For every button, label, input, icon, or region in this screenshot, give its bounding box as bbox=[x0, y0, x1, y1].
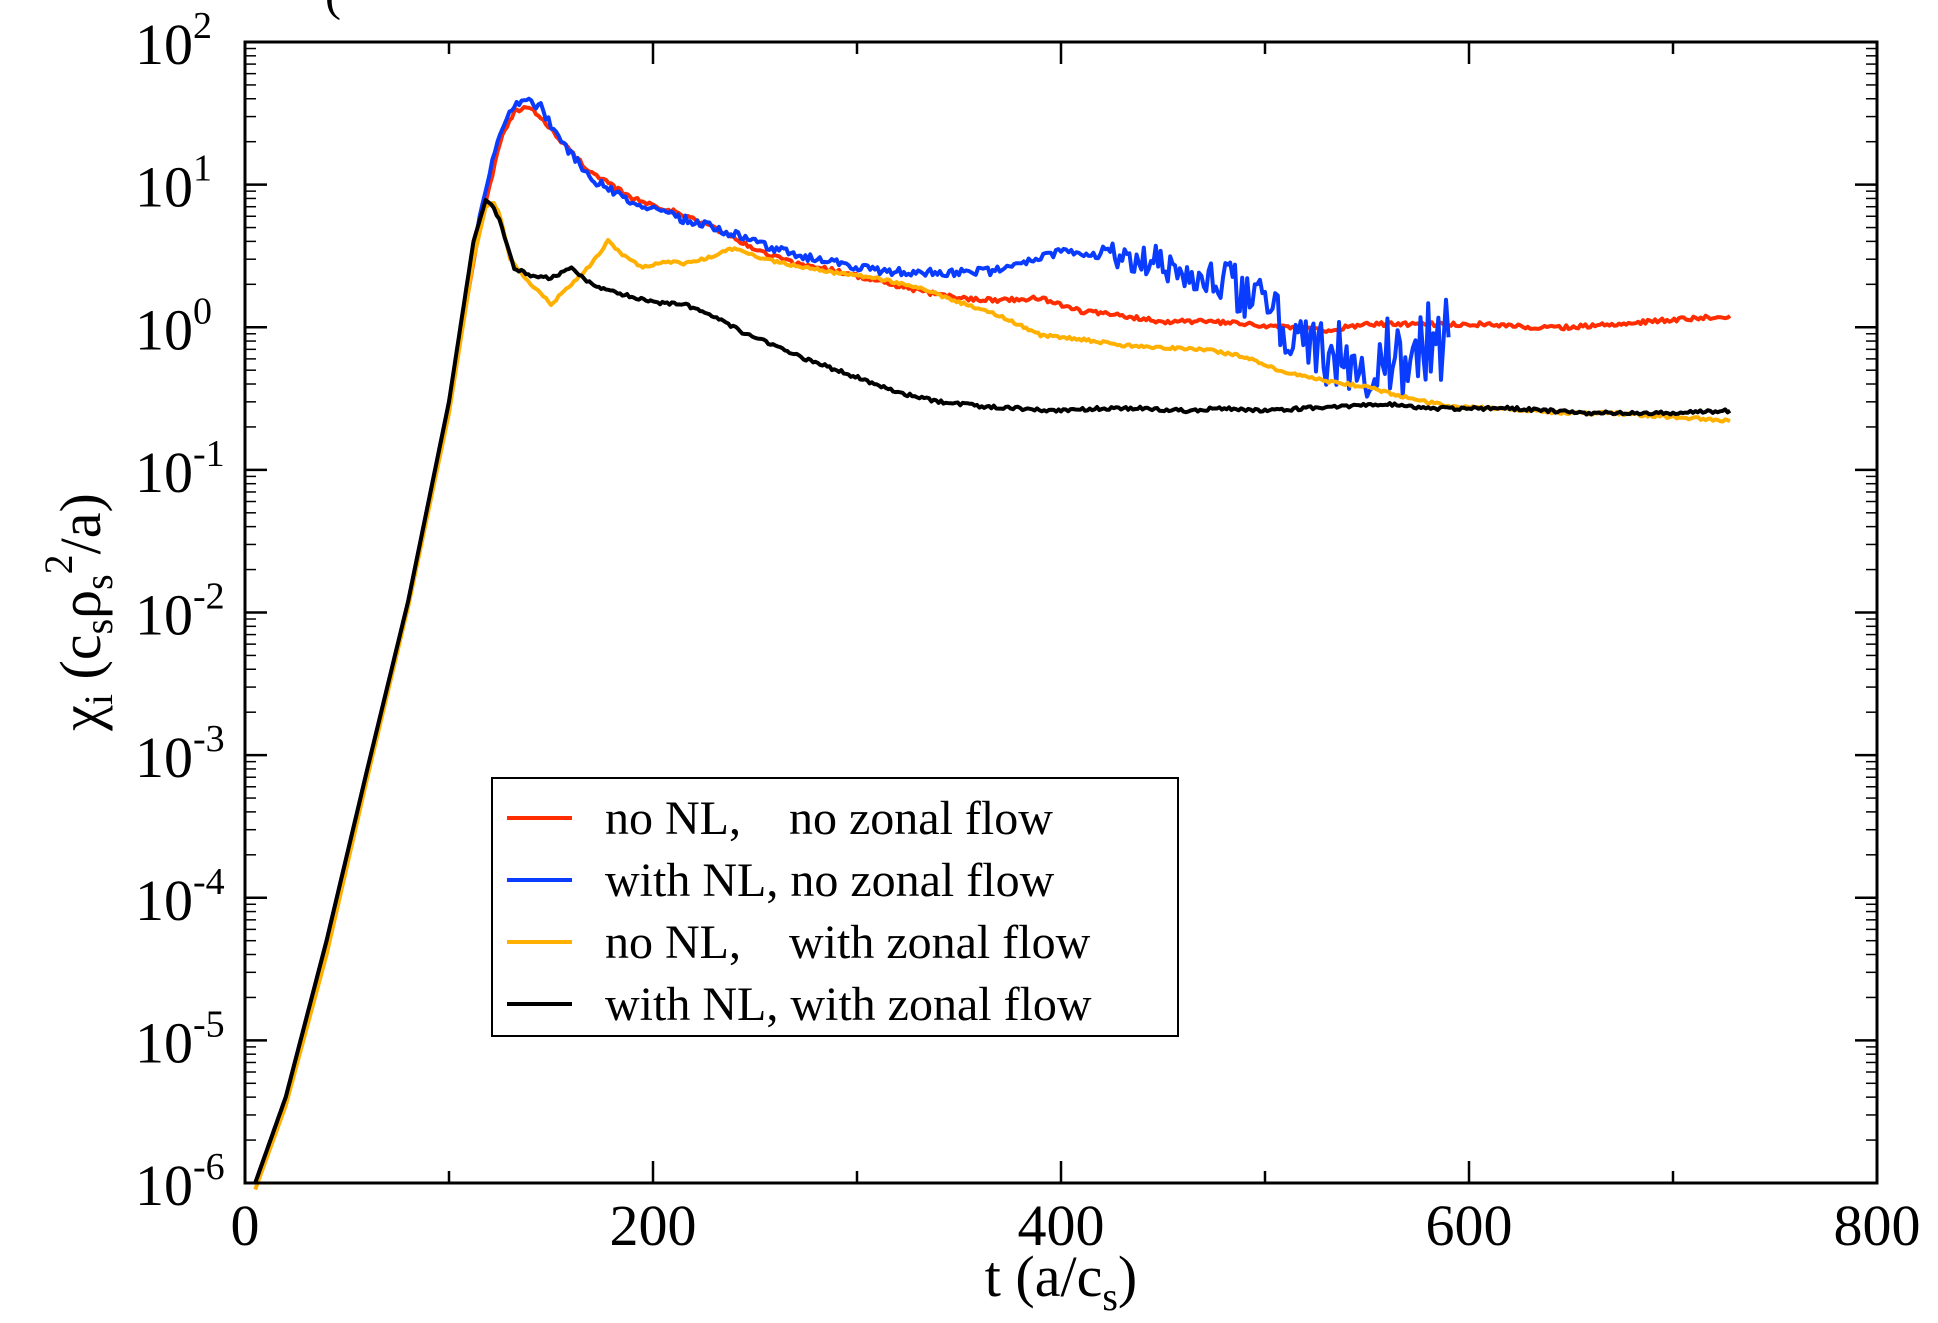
y-tick-label: 10-2 bbox=[135, 576, 225, 648]
y-axis-rho-sub: s bbox=[76, 574, 121, 590]
y-tick-base: 10 bbox=[135, 583, 193, 648]
y-tick-label: 10-3 bbox=[135, 718, 225, 790]
y-tick-exponent: -1 bbox=[193, 433, 225, 475]
y-axis-rho: ρ bbox=[48, 590, 113, 619]
x-tick-label: 200 bbox=[610, 1193, 697, 1258]
x-tick-label: 800 bbox=[1834, 1193, 1921, 1258]
legend: no NL, no zonal flow with NL, no zonal fl… bbox=[491, 777, 1179, 1037]
y-tick-base: 10 bbox=[135, 155, 193, 220]
x-tick-labels: 0 200 400 600 800 bbox=[231, 1193, 1921, 1258]
legend-label: with NL, no zonal flow bbox=[605, 854, 1055, 907]
y-tick-exponent: -3 bbox=[193, 718, 225, 760]
y-tick-exponent: -6 bbox=[193, 1146, 225, 1188]
y-axis-cs-sub: s bbox=[76, 619, 121, 635]
plot-frame bbox=[243, 40, 1879, 1185]
y-tick-base: 10 bbox=[135, 725, 193, 790]
chart-title-text: ( bbox=[325, 0, 341, 21]
y-axis-tail: /a) bbox=[48, 493, 113, 554]
y-tick-base: 10 bbox=[135, 1153, 193, 1218]
y-axis-chi-sub: i bbox=[76, 694, 121, 705]
series-line bbox=[253, 198, 1732, 1184]
tick-layer bbox=[243, 40, 1879, 1185]
y-tick-exponent: -2 bbox=[193, 576, 225, 618]
legend-items: no NL, no zonal flow with NL, no zonal fl… bbox=[507, 792, 1092, 1031]
y-axis-sup: 2 bbox=[36, 554, 81, 574]
legend-label: with NL, with zonal flow bbox=[605, 978, 1092, 1031]
y-tick-base: 10 bbox=[135, 440, 193, 505]
chart-title: ( bbox=[325, 0, 341, 21]
x-tick-label: 600 bbox=[1426, 1193, 1513, 1258]
x-axis-title-sub: s bbox=[1102, 1274, 1118, 1319]
y-tick-label: 10-6 bbox=[135, 1146, 225, 1218]
y-tick-exponent: 2 bbox=[193, 5, 212, 47]
y-tick-label: 102 bbox=[135, 5, 212, 77]
series-layer bbox=[253, 96, 1732, 1191]
x-tick-label: 0 bbox=[231, 1193, 260, 1258]
y-tick-exponent: 0 bbox=[193, 290, 212, 332]
legend-label: no NL, no zonal flow bbox=[605, 792, 1053, 845]
y-tick-exponent: -5 bbox=[193, 1003, 225, 1045]
y-tick-base: 10 bbox=[135, 12, 193, 77]
y-tick-label: 10-1 bbox=[135, 433, 225, 505]
y-tick-base: 10 bbox=[135, 297, 193, 362]
y-tick-label: 100 bbox=[135, 290, 212, 362]
legend-box bbox=[491, 777, 1179, 1037]
y-tick-base: 10 bbox=[135, 868, 193, 933]
x-tick-label: 400 bbox=[1018, 1193, 1105, 1258]
y-tick-base: 10 bbox=[135, 1010, 193, 1075]
series-line bbox=[253, 201, 1731, 1191]
legend-label: no NL, with zonal flow bbox=[605, 916, 1091, 969]
y-axis-open: (c bbox=[48, 634, 113, 694]
y-tick-label: 10-5 bbox=[135, 1003, 225, 1075]
y-axis-chi: χ bbox=[48, 705, 113, 732]
y-axis-title: χi (csρs2/a) bbox=[36, 493, 121, 732]
y-tick-label: 10-4 bbox=[135, 861, 225, 933]
y-tick-label: 101 bbox=[135, 148, 212, 220]
y-tick-exponent: 1 bbox=[193, 148, 212, 190]
x-axis-title-tail: ) bbox=[1118, 1244, 1137, 1309]
series-line bbox=[253, 105, 1732, 1184]
x-axis-title-main: t (a/c bbox=[985, 1244, 1103, 1309]
x-axis-title: t (a/cs) bbox=[985, 1244, 1137, 1319]
y-tick-exponent: -4 bbox=[193, 861, 225, 903]
